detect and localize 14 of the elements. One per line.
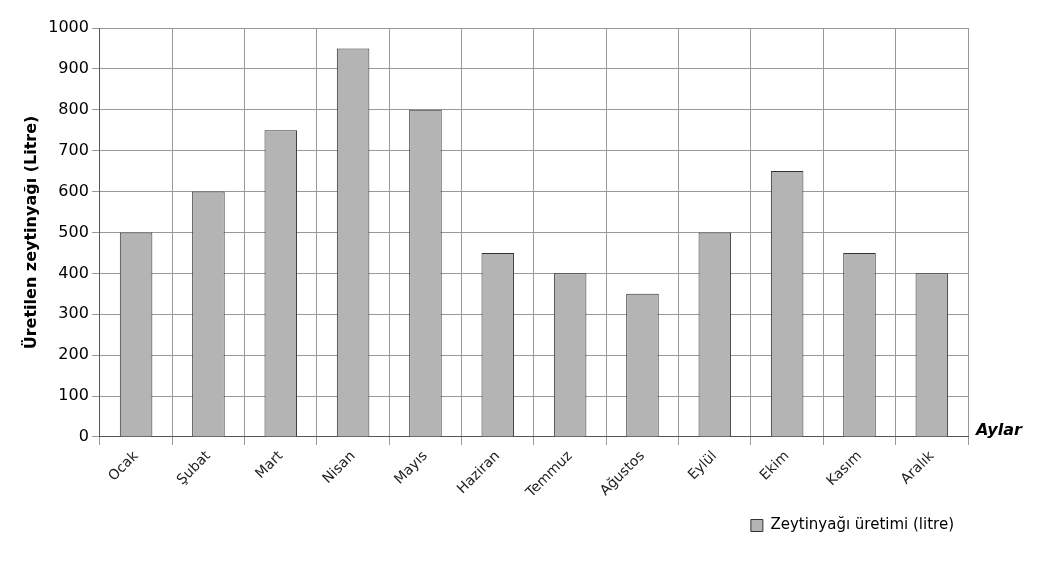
y-tick-label: 700 — [58, 139, 89, 159]
y-tick-label: 1000 — [48, 17, 89, 37]
y-tick-label: 0 — [78, 426, 89, 446]
y-tick-label: 600 — [58, 180, 89, 200]
legend-label: Zeytinyağı üretimi (litre) — [770, 515, 955, 534]
y-tick-label: 400 — [58, 262, 89, 282]
y-tick-label: 100 — [58, 385, 89, 405]
y-tick-label: 200 — [58, 344, 89, 364]
y-tick-label: 500 — [58, 221, 89, 241]
y-tick-label: 800 — [58, 98, 89, 118]
y-axis-title: Üretilen zeytinyağı (Litre) — [20, 115, 40, 350]
x-axis-title: Aylar — [974, 420, 1023, 440]
y-tick-label: 900 — [58, 58, 89, 78]
y-tick-label: 300 — [58, 303, 89, 323]
